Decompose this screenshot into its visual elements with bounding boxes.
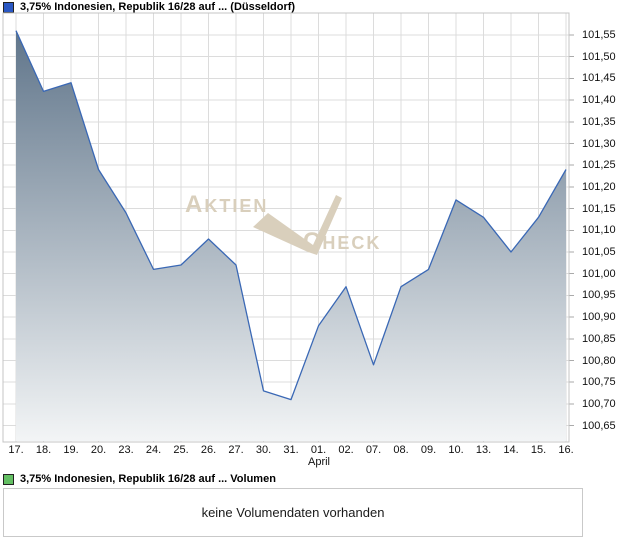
x-tick-label: 13. [475, 444, 492, 456]
x-tick-label: 20. [90, 444, 107, 456]
x-tick-label: 10. [448, 444, 464, 456]
x-tick-label: 15. [530, 444, 547, 456]
y-tick-label: 100,85 [582, 332, 616, 345]
checkmark-icon [253, 195, 342, 255]
y-tick-label: 100,75 [582, 376, 616, 389]
volume-panel: keine Volumendaten vorhanden [3, 488, 583, 537]
y-tick-label: 100,95 [582, 289, 616, 302]
price-area-fill [16, 30, 566, 441]
no-volume-data-message: keine Volumendaten vorhanden [201, 505, 385, 520]
volume-series-marker-icon [3, 474, 14, 485]
y-tick-label: 101,15 [582, 202, 616, 215]
x-tick-label: 30. [255, 444, 272, 456]
price-series-label: 3,75% Indonesien, Republik 16/28 auf ...… [20, 1, 296, 13]
y-tick-label: 101,45 [582, 72, 616, 85]
x-tick-label: 31. [283, 444, 299, 456]
y-tick-label: 101,10 [582, 224, 616, 237]
x-tick-label: 08. [393, 444, 409, 456]
x-tick-label: 01. [310, 444, 327, 456]
x-tick-label: 09. [420, 444, 437, 456]
x-tick-label: 02. [338, 444, 354, 456]
price-line [15, 30, 567, 401]
y-tick-label: 101,00 [582, 267, 616, 280]
price-chart: AKTIEN CHECK [2, 12, 574, 443]
y-tick-label: 101,55 [582, 29, 616, 41]
y-tick-label: 101,35 [582, 115, 616, 128]
x-tick-label: 24. [145, 444, 162, 456]
x-tick-label: 16. [558, 444, 574, 456]
y-tick-label: 100,80 [582, 354, 616, 367]
plot-border [2, 12, 570, 443]
y-tick-label: 101,30 [582, 137, 616, 150]
y-tick-label: 101,40 [582, 94, 616, 107]
y-tick-label: 100,70 [582, 397, 616, 410]
volume-series-legend: 3,75% Indonesien, Republik 16/28 auf ...… [3, 474, 276, 485]
x-tick-label: 18. [35, 444, 52, 456]
y-tick-label: 100,65 [582, 419, 616, 432]
watermark-word-aktien: AKTIEN [185, 191, 268, 218]
x-tick-label: 27. [228, 444, 244, 456]
watermark-word-check: CHECK [303, 228, 381, 255]
x-axis-month-label: April [307, 456, 330, 468]
x-tick-label: 25. [173, 444, 189, 456]
y-tick-label: 101,25 [582, 159, 616, 172]
x-tick-label: 07. [365, 444, 382, 456]
price-area-series [15, 30, 567, 441]
x-tick-label: 19. [63, 444, 79, 456]
x-tick-label: 14. [503, 444, 519, 456]
y-axis-tick-marks [569, 34, 574, 427]
x-tick-label: 23. [118, 444, 134, 456]
x-tick-label: 26. [200, 444, 217, 456]
volume-series-label: 3,75% Indonesien, Republik 16/28 auf ...… [20, 473, 276, 485]
x-tick-label: 17. [8, 444, 24, 456]
aktiencheck-watermark: AKTIEN CHECK [185, 191, 381, 255]
y-tick-label: 100,90 [582, 311, 616, 324]
y-tick-label: 101,50 [582, 50, 616, 63]
y-tick-label: 101,05 [582, 246, 616, 258]
y-tick-label: 101,20 [582, 180, 616, 193]
